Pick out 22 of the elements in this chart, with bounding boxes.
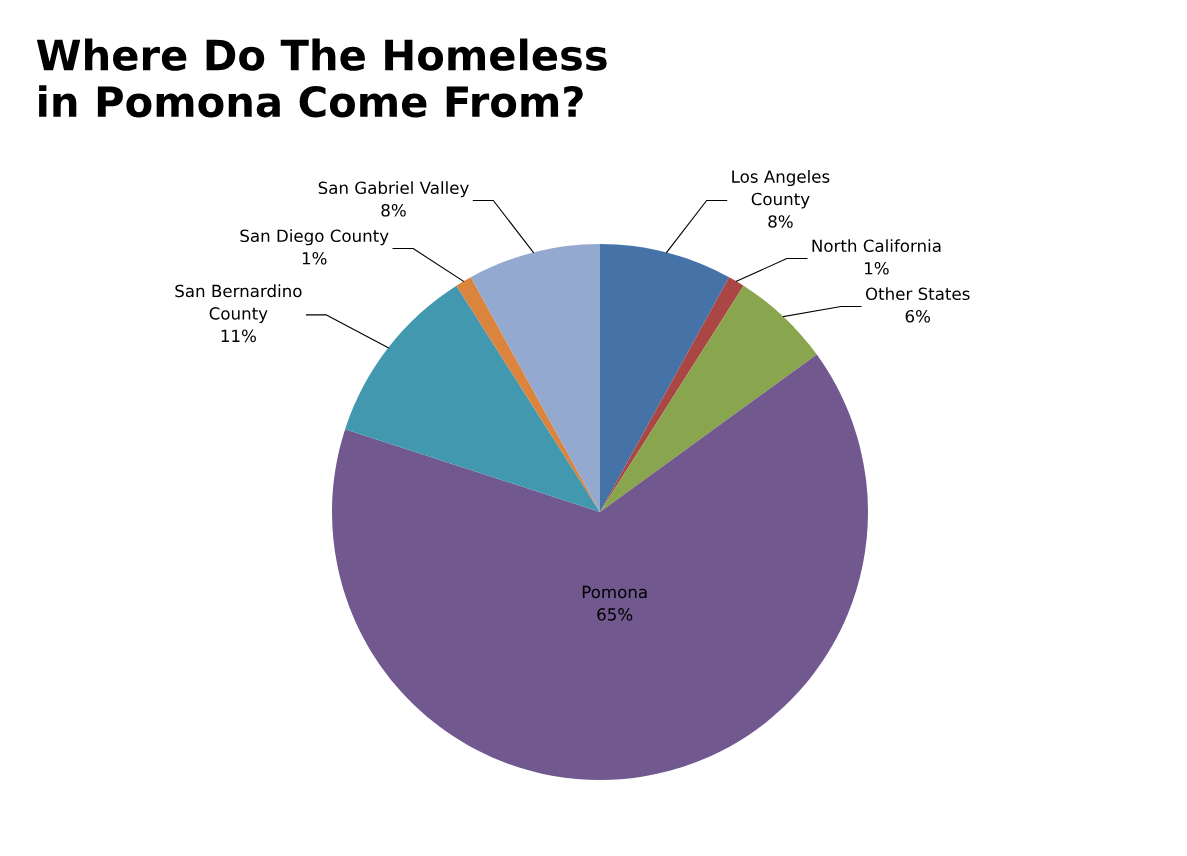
slice-label: San Bernardino County bbox=[175, 284, 302, 323]
slice-label: San Gabriel Valley bbox=[318, 181, 469, 198]
data-label: 1% bbox=[302, 251, 327, 265]
slice-label: Los Angeles County bbox=[732, 169, 830, 209]
data-label: 6% bbox=[905, 309, 930, 323]
pie-slice bbox=[600, 285, 817, 512]
pie-slice bbox=[600, 244, 730, 512]
data-label: 65% bbox=[597, 608, 633, 621]
data-label: 1% bbox=[865, 261, 889, 275]
data-label: 11% bbox=[221, 329, 256, 343]
pie-slice bbox=[470, 244, 600, 512]
data-label: 8% bbox=[768, 215, 793, 228]
slice-label: North California bbox=[812, 239, 941, 253]
data-label: 8% bbox=[381, 203, 406, 217]
slice-label: Pomona bbox=[582, 585, 647, 599]
pie-slice bbox=[332, 354, 868, 780]
pie-slice bbox=[345, 285, 600, 512]
slice-label: San Diego County bbox=[240, 229, 389, 246]
slice-label: Other States bbox=[865, 287, 970, 301]
pie-slice bbox=[456, 277, 600, 512]
chart-title: Where Do The Homeless in Pomona Come From? bbox=[36, 38, 607, 118]
pie-slice bbox=[600, 277, 744, 512]
